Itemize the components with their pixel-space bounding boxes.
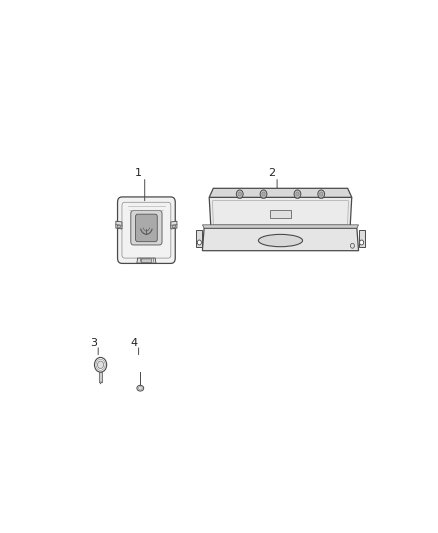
Text: 3: 3 xyxy=(90,338,97,348)
Polygon shape xyxy=(171,221,177,229)
Circle shape xyxy=(350,243,354,248)
Polygon shape xyxy=(196,230,202,247)
Circle shape xyxy=(294,190,301,198)
Ellipse shape xyxy=(137,385,144,391)
Circle shape xyxy=(238,192,241,196)
Text: 2: 2 xyxy=(268,168,275,177)
Text: 4: 4 xyxy=(131,338,138,348)
Polygon shape xyxy=(359,230,365,247)
Polygon shape xyxy=(319,197,323,198)
FancyBboxPatch shape xyxy=(141,259,152,263)
FancyBboxPatch shape xyxy=(131,211,162,245)
Circle shape xyxy=(197,240,201,245)
Polygon shape xyxy=(116,221,122,229)
Circle shape xyxy=(260,190,267,198)
Polygon shape xyxy=(202,228,359,251)
Polygon shape xyxy=(209,188,352,197)
Polygon shape xyxy=(209,197,352,228)
Circle shape xyxy=(262,192,265,196)
Circle shape xyxy=(237,190,243,198)
Polygon shape xyxy=(270,209,291,218)
Polygon shape xyxy=(99,382,102,384)
Polygon shape xyxy=(202,225,359,228)
FancyBboxPatch shape xyxy=(117,197,175,263)
Polygon shape xyxy=(99,372,102,382)
Polygon shape xyxy=(173,225,176,228)
Circle shape xyxy=(320,192,323,196)
Circle shape xyxy=(360,240,364,245)
Ellipse shape xyxy=(258,235,303,247)
FancyBboxPatch shape xyxy=(135,214,157,241)
Polygon shape xyxy=(117,225,120,228)
Text: 1: 1 xyxy=(134,168,141,177)
Circle shape xyxy=(318,190,325,198)
Polygon shape xyxy=(137,258,156,263)
Circle shape xyxy=(296,192,299,196)
Circle shape xyxy=(95,358,107,372)
Polygon shape xyxy=(238,197,242,198)
Polygon shape xyxy=(295,197,300,198)
Circle shape xyxy=(98,361,104,368)
Ellipse shape xyxy=(138,386,142,390)
Polygon shape xyxy=(261,197,265,198)
